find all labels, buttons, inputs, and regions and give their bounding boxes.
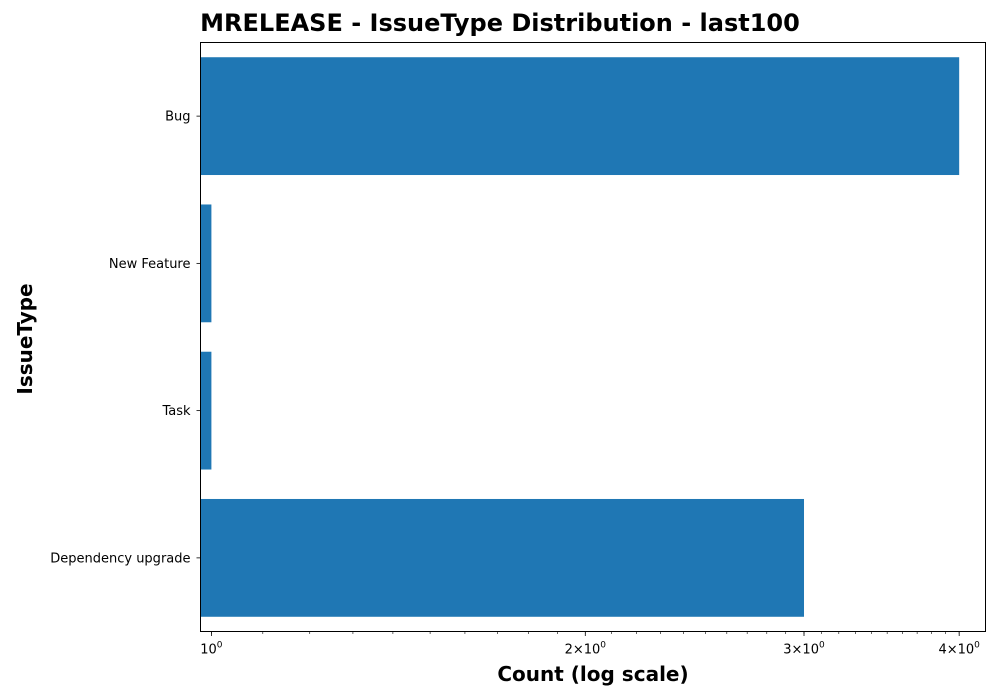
bar-task — [201, 352, 212, 470]
x-tick-label: 2×100 — [565, 641, 607, 658]
x-tick-label: 4×100 — [938, 641, 980, 658]
y-tick-label: Dependency upgrade — [50, 551, 190, 566]
x-axis-label: Count (log scale) — [497, 662, 688, 686]
x-tick-label: 3×100 — [783, 641, 825, 658]
y-tick-label: New Feature — [109, 257, 191, 272]
y-tick-label: Task — [161, 404, 191, 419]
y-tick-label: Bug — [165, 110, 190, 125]
bar-new-feature — [201, 204, 212, 322]
x-tick-label: 100 — [200, 641, 223, 658]
bar-bug — [201, 57, 960, 175]
bar-dependency-upgrade — [201, 499, 805, 617]
y-axis-label: IssueType — [13, 283, 37, 394]
